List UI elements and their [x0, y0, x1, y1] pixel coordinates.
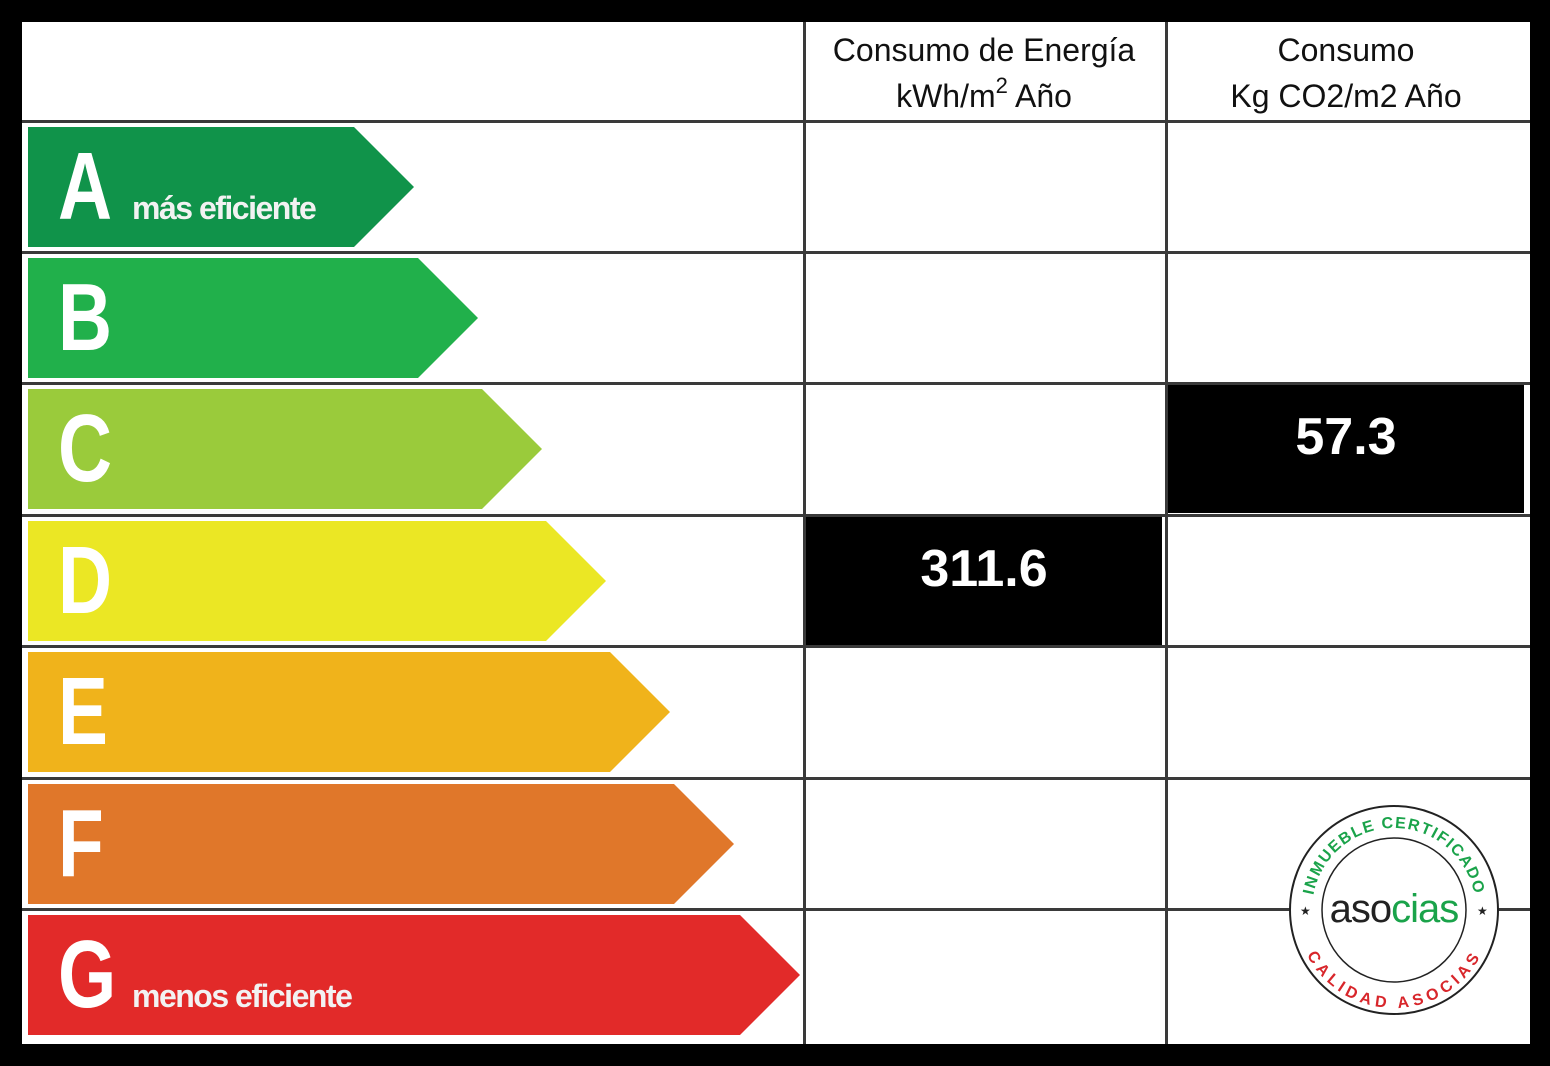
- rating-letter: C: [58, 395, 113, 502]
- column-divider: [1165, 22, 1168, 1044]
- row-divider: [22, 777, 1530, 780]
- co2-value-box: 57.3: [1168, 385, 1524, 513]
- energy-column-header: Consumo de Energía kWh/m2 Año: [806, 25, 1162, 121]
- seal-star-right-icon: ★: [1477, 904, 1488, 918]
- energy-unit-superscript: 2: [995, 73, 1008, 98]
- energy-unit-suffix: Año: [1007, 78, 1072, 114]
- energy-header-line2: kWh/m2 Año: [896, 73, 1072, 119]
- row-divider: [22, 382, 1530, 385]
- rating-letter: B: [58, 264, 113, 371]
- energy-value-box: 311.6: [806, 517, 1162, 645]
- rating-letter: G: [58, 921, 117, 1028]
- co2-header-line2: Kg CO2/m2 Año: [1230, 78, 1462, 114]
- rating-letter: D: [58, 527, 113, 634]
- rating-letter: E: [58, 658, 108, 765]
- rating-arrow-e: E: [28, 652, 670, 772]
- certification-seal: INMUEBLE CERTIFICADO CALIDAD ASOCIAS ★ ★…: [1289, 805, 1499, 1015]
- rating-arrow-b: B: [28, 258, 478, 378]
- rating-arrow-f: F: [28, 784, 734, 904]
- rating-letter: A: [58, 133, 113, 240]
- rating-arrow-c: C: [28, 389, 542, 509]
- energy-unit: kWh/m: [896, 78, 996, 114]
- co2-column-header: Consumo Kg CO2/m2 Año: [1168, 25, 1524, 121]
- row-divider: [22, 251, 1530, 254]
- seal-brand-logo: asocias: [1330, 887, 1459, 931]
- rating-arrow-d: D: [28, 521, 606, 641]
- seal-star-left-icon: ★: [1300, 904, 1311, 918]
- rating-note: menos eficiente: [132, 978, 352, 1014]
- row-divider: [22, 645, 1530, 648]
- rating-note: más eficiente: [132, 190, 316, 226]
- row-divider: [22, 514, 1530, 517]
- column-divider: [803, 22, 806, 1044]
- co2-header-line1: Consumo: [1277, 32, 1415, 68]
- energy-label: Consumo de Energía kWh/m2 Año Consumo Kg…: [22, 22, 1530, 1044]
- row-divider: [22, 120, 1530, 123]
- row-divider: [22, 908, 1530, 911]
- rating-letter: F: [58, 790, 104, 897]
- energy-header-line1: Consumo de Energía: [832, 32, 1136, 68]
